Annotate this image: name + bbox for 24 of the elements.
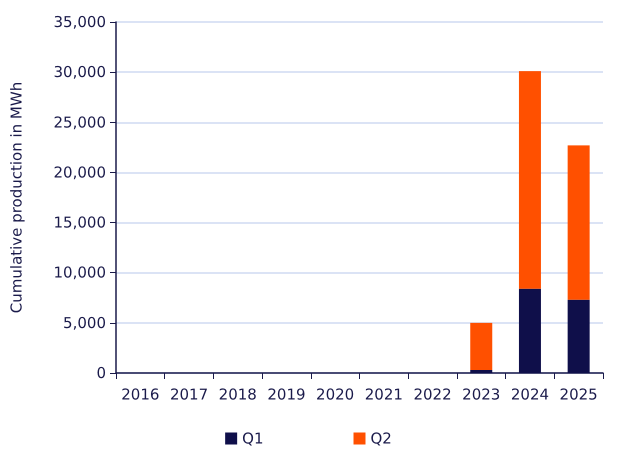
y-tick-label: 10,000 bbox=[54, 264, 106, 282]
x-tick-label: 2023 bbox=[462, 386, 500, 404]
x-tick-label: 2017 bbox=[170, 386, 208, 404]
x-tick-label: 2025 bbox=[560, 386, 598, 404]
y-axis-title: Cumulative production in MWh bbox=[8, 82, 26, 314]
legend-label: Q2 bbox=[370, 430, 392, 448]
x-tick-label: 2016 bbox=[121, 386, 160, 404]
x-tick-label: 2019 bbox=[267, 386, 306, 404]
y-tick-label: 5,000 bbox=[63, 314, 106, 332]
y-tick-label: 35,000 bbox=[54, 13, 106, 31]
y-tick-label: 0 bbox=[96, 364, 106, 382]
x-tick-label: 2020 bbox=[316, 386, 354, 404]
bar bbox=[568, 145, 590, 300]
x-tick-label: 2021 bbox=[364, 386, 403, 404]
y-tick-label: 30,000 bbox=[54, 63, 106, 82]
bar bbox=[470, 322, 492, 370]
bar bbox=[518, 71, 541, 289]
x-tick-label: 2018 bbox=[218, 386, 257, 404]
x-tick-label: 2022 bbox=[413, 386, 452, 404]
y-tick-label: 15,000 bbox=[54, 214, 106, 232]
x-tick-label: 2024 bbox=[510, 386, 550, 404]
y-tick-label: 25,000 bbox=[54, 113, 106, 132]
legend-label: Q1 bbox=[242, 430, 264, 448]
y-tick-label: 20,000 bbox=[54, 163, 106, 182]
